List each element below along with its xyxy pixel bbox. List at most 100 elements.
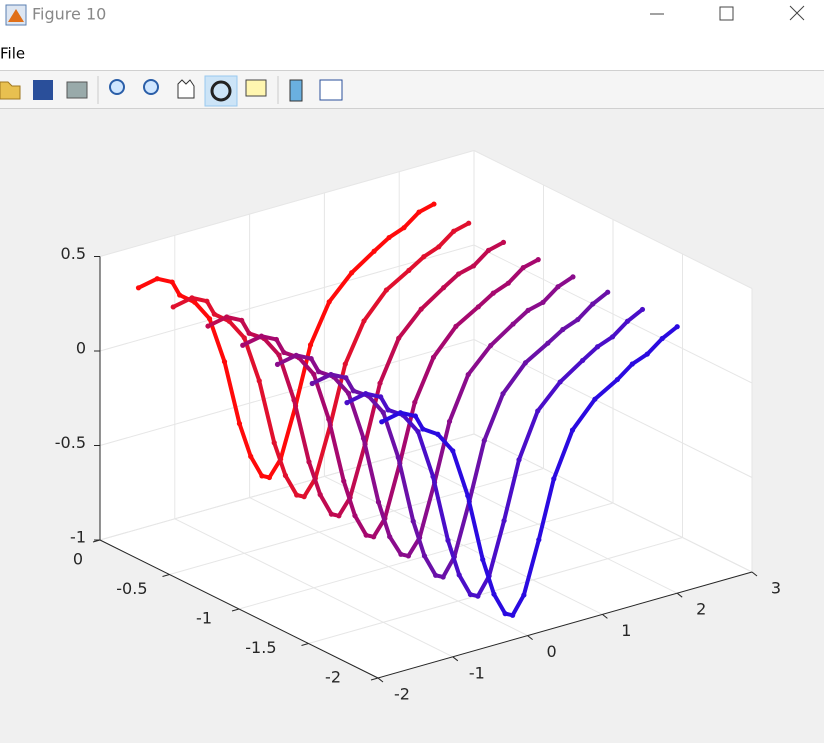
y-tick-label: 0: [73, 550, 83, 569]
data-point: [316, 369, 322, 375]
data-point: [590, 301, 596, 307]
data-point: [580, 357, 586, 364]
data-point: [609, 334, 616, 340]
data-point: [341, 478, 347, 484]
data-point: [431, 201, 437, 207]
data-point: [309, 380, 315, 387]
tick-mark: [301, 643, 309, 646]
data-point: [500, 391, 506, 397]
zoom-in-button[interactable]: [109, 79, 125, 95]
data-point: [465, 371, 471, 378]
data-point: [385, 407, 391, 413]
data-point: [191, 299, 198, 305]
data-point: [481, 437, 487, 444]
data-point: [475, 304, 481, 310]
data-point: [502, 611, 508, 617]
colorbar-button[interactable]: [289, 79, 303, 102]
data-point: [505, 280, 511, 286]
data-point: [154, 276, 160, 282]
data-point: [293, 352, 299, 358]
z-tick-label: -1: [70, 528, 86, 547]
tick-mark: [452, 656, 459, 662]
data-point: [344, 400, 350, 406]
data-point: [291, 397, 297, 403]
data-point: [311, 371, 317, 377]
tick-mark: [602, 614, 608, 619]
y-tick-label: -1: [196, 609, 212, 628]
tick-mark: [370, 677, 379, 681]
data-point: [488, 342, 494, 349]
pan-button[interactable]: [177, 79, 195, 99]
data-point: [395, 454, 401, 461]
data-point: [592, 396, 598, 402]
data-point: [308, 356, 314, 362]
data-point: [535, 257, 541, 263]
data-point: [169, 279, 175, 285]
data-point: [226, 318, 232, 324]
data-point: [377, 380, 383, 386]
data-point: [614, 376, 620, 383]
data-point: [594, 344, 601, 350]
tick-mark: [162, 574, 170, 577]
data-point: [520, 265, 526, 271]
save-button[interactable]: [33, 80, 53, 100]
data-point: [206, 316, 213, 322]
data-point: [569, 427, 576, 433]
app-icon: [5, 4, 27, 26]
open-button[interactable]: [0, 81, 21, 100]
data-point: [239, 317, 245, 323]
data-point: [386, 234, 392, 241]
data-point: [433, 572, 439, 578]
data-point: [398, 551, 404, 557]
print-button[interactable]: [66, 81, 88, 99]
zoom-out-button[interactable]: [143, 79, 159, 95]
data-point: [387, 534, 393, 540]
x-tick-label: -1: [469, 663, 485, 682]
data-point: [466, 220, 472, 226]
data-point: [456, 572, 462, 578]
data-point: [470, 263, 477, 269]
data-point: [307, 342, 314, 348]
grid-line: [99, 244, 475, 352]
data-point: [535, 408, 541, 414]
data-point: [674, 324, 680, 330]
data-point: [639, 306, 646, 313]
tick-mark: [527, 635, 533, 640]
data-point: [446, 418, 453, 425]
data-point: [363, 390, 369, 397]
x-tick-label: 3: [771, 579, 781, 598]
close-button[interactable]: [789, 5, 805, 21]
data-point: [624, 318, 631, 324]
data-point: [557, 379, 563, 385]
data-point: [352, 513, 358, 519]
menu-bar: [0, 36, 824, 70]
data-point: [397, 410, 404, 416]
data-point: [135, 285, 142, 291]
data-point: [336, 513, 342, 519]
data-point: [256, 378, 262, 384]
data-point: [350, 388, 356, 394]
data-point: [465, 493, 471, 499]
data-point: [430, 473, 436, 480]
axes: -1 -0.5 0 0.5 -2 -1.5 -1 -0.5 0 -2 -1 0 1 2 3: [55, 150, 781, 704]
data-point: [170, 304, 176, 310]
window-title: Figure 10: [32, 5, 106, 24]
data-point: [441, 285, 447, 291]
z-tick-label: -0.5: [55, 433, 86, 452]
maximize-button[interactable]: [719, 6, 734, 21]
datatip-button[interactable]: [245, 79, 267, 97]
data-point: [274, 361, 281, 367]
toolbar: [0, 71, 824, 108]
legend-button[interactable]: [319, 79, 343, 101]
data-point: [349, 270, 355, 276]
tick-mark: [377, 677, 384, 683]
data-point: [510, 612, 516, 618]
data-point: [383, 287, 390, 293]
data-point: [301, 494, 307, 500]
data-point: [412, 399, 418, 405]
data-point: [326, 299, 332, 305]
data-point: [360, 435, 367, 441]
data-point: [306, 459, 312, 465]
menu-item[interactable]: File: [0, 45, 25, 63]
